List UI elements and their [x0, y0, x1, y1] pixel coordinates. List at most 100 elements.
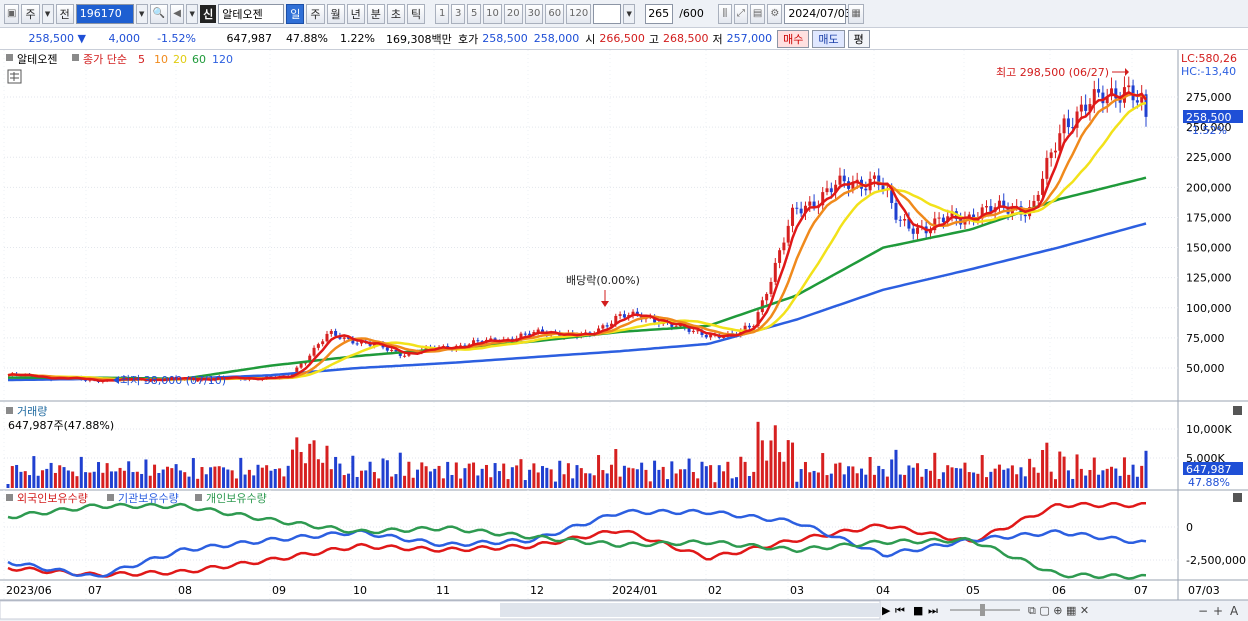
candle — [795, 207, 799, 209]
volume-bar — [864, 474, 868, 488]
interval-120-button[interactable]: 120 — [566, 3, 592, 24]
volume-bar — [666, 479, 670, 488]
volume-bar — [53, 472, 57, 488]
volume-bar — [993, 468, 997, 488]
price-axis-tick: 200,000 — [1186, 181, 1232, 194]
volume-bar — [911, 467, 915, 488]
volume-bar — [890, 459, 894, 488]
window-menu-icon[interactable]: ▣ — [4, 3, 20, 24]
draw-tool-icon[interactable]: ⤢ — [733, 3, 748, 24]
volume-bar — [881, 469, 885, 488]
period-week-button[interactable]: 주 — [306, 3, 325, 24]
zoom-in-icon[interactable]: + — [1213, 604, 1223, 618]
scroll-end-icon[interactable]: ⏭ — [928, 604, 938, 617]
period-second-button[interactable]: 초 — [386, 3, 406, 24]
font-size-icon[interactable]: A — [1230, 604, 1239, 618]
volume-bar — [433, 468, 437, 488]
current-price: 258,500 ▼ — [28, 32, 86, 45]
candle — [1071, 127, 1075, 129]
interval-10-button[interactable]: 10 — [483, 3, 502, 24]
type-select[interactable]: 주 — [21, 3, 40, 24]
period-year-button[interactable]: 년 — [346, 3, 365, 24]
volume-bar — [997, 464, 1001, 488]
price-axis-tick: 75,000 — [1186, 332, 1225, 345]
stock-code-input[interactable]: 196170 — [75, 3, 134, 24]
volume-bar — [463, 468, 467, 488]
candle — [536, 329, 540, 333]
volume-bar — [472, 462, 476, 488]
volume-marker-icon — [6, 407, 13, 414]
scrollbar-thumb[interactable] — [500, 603, 880, 617]
zoom-out-icon[interactable]: − — [1198, 604, 1208, 618]
volume-bar — [588, 473, 592, 488]
speaker-dropdown-icon[interactable]: ▼ — [186, 3, 199, 24]
candle — [967, 214, 971, 218]
price-axis-tick: 250,000 — [1186, 121, 1232, 134]
calendar-icon[interactable]: ▦ — [848, 3, 864, 24]
volume-bar — [1122, 457, 1126, 488]
scroll-right-icon[interactable]: ▶ — [882, 604, 891, 617]
speaker-icon[interactable]: ◀ — [170, 3, 185, 24]
candle — [321, 341, 325, 345]
candle — [316, 344, 320, 348]
settings-gear-icon[interactable]: ⚙ — [767, 3, 783, 24]
period-tick-button[interactable]: 틱 — [407, 3, 426, 24]
stock-chart[interactable]: 275,000 250,000 225,000 200,000 175,000 150,0… — [0, 50, 1248, 621]
holding-panel-close-icon[interactable] — [1233, 493, 1242, 502]
volume-bar — [161, 469, 165, 488]
volume-bar — [799, 469, 803, 488]
period-minute-button[interactable]: 분 — [366, 3, 385, 24]
candle — [890, 189, 894, 203]
period-month-button[interactable]: 월 — [326, 3, 345, 24]
type-dropdown-icon[interactable]: ▼ — [41, 3, 54, 24]
volume-bar — [6, 484, 10, 488]
interval-60-button[interactable]: 60 — [545, 3, 565, 24]
volume-bar — [872, 474, 876, 488]
volume-bar — [299, 451, 303, 488]
legend-ma5: 5 — [138, 53, 145, 66]
volume-bar — [661, 466, 665, 488]
search-icon[interactable]: 🔍 — [149, 3, 169, 24]
scroll-start-icon[interactable]: ⏮ — [895, 604, 905, 617]
high-price: 268,500 — [663, 32, 709, 45]
volume-bar — [377, 478, 381, 488]
volume-panel-close-icon[interactable] — [1233, 406, 1242, 415]
interval-5-button[interactable]: 5 — [467, 3, 482, 24]
volume-bar — [829, 473, 833, 488]
save-icon[interactable]: ▤ — [749, 3, 766, 24]
buy-button[interactable]: 매수 — [777, 29, 810, 48]
volume-bar — [687, 458, 691, 488]
volume-bar — [1092, 457, 1096, 488]
prev-button[interactable]: 전 — [55, 3, 74, 24]
stop-icon[interactable]: ■ — [913, 604, 923, 617]
date-input[interactable]: 2024/07/03 — [784, 3, 852, 24]
volume-bar — [877, 465, 881, 488]
volume-bar — [821, 453, 825, 488]
volume-title: 거래량 — [17, 405, 47, 418]
custom-interval-dropdown-icon[interactable]: ▼ — [623, 3, 636, 24]
volume-bar — [157, 472, 161, 488]
turnover-pct: 1.22% — [340, 32, 375, 45]
candle-type-icon[interactable]: ⫼ — [717, 3, 732, 24]
count-input[interactable]: 265 — [645, 3, 674, 24]
volume-bar — [334, 456, 338, 488]
volume-bar — [747, 476, 751, 488]
volume-bar — [739, 456, 743, 488]
volume-bar — [894, 449, 898, 488]
interval-20-button[interactable]: 20 — [503, 3, 523, 24]
volume-bar — [907, 465, 911, 488]
avg-button[interactable]: 평 — [847, 29, 870, 48]
volume-bar — [329, 469, 333, 488]
interval-3-button[interactable]: 3 — [451, 3, 466, 24]
volume-bar — [959, 468, 963, 488]
zoom-tools-icon[interactable]: ⧉ ▢ ⊕ ▦ ✕ — [1028, 604, 1089, 617]
custom-interval-input[interactable] — [593, 3, 622, 24]
period-day-button[interactable]: 일 — [286, 3, 305, 24]
volume-bar — [1053, 479, 1057, 488]
interval-1-button[interactable]: 1 — [435, 3, 450, 24]
candle — [541, 329, 545, 333]
interval-30-button[interactable]: 30 — [524, 3, 544, 24]
sell-button[interactable]: 매도 — [812, 29, 845, 48]
code-dropdown-icon[interactable]: ▼ — [135, 3, 148, 24]
volume-bar — [446, 461, 450, 488]
